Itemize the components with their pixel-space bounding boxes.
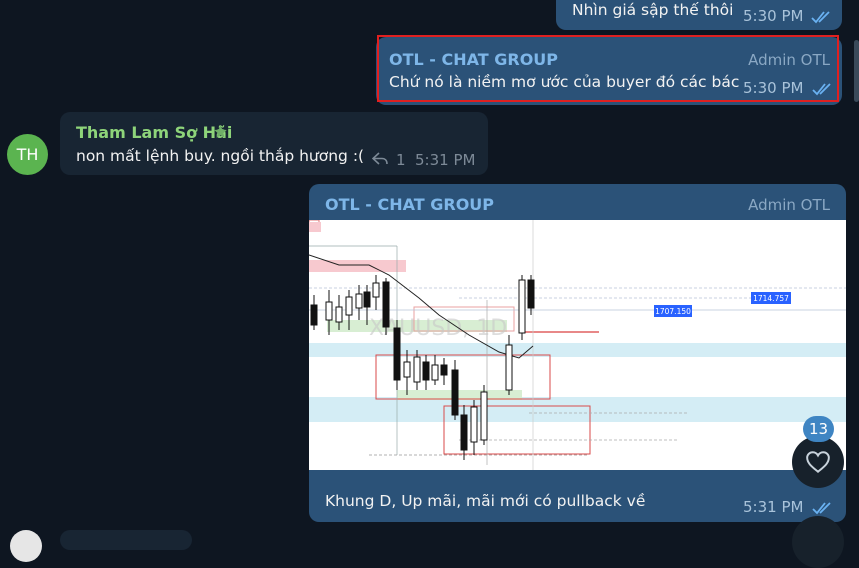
message-time: 5:30 PM (743, 79, 804, 97)
message-text: non mất lệnh buy. ngồi thắp hương :( (76, 147, 365, 165)
avatar-partial[interactable] (10, 530, 42, 562)
chart-watermark: XAUUSD, 1D (369, 316, 507, 341)
unread-count-badge[interactable]: 13 (803, 416, 834, 442)
scrollbar[interactable] (854, 40, 859, 102)
admin-badge: Admin OTL (748, 51, 830, 69)
chart-image[interactable]: XAUUSD, 1D (309, 220, 846, 470)
message-bubble-2[interactable]: OTL - CHAT GROUP Admin OTL Chứ nó là niề… (376, 37, 842, 105)
sender-name[interactable]: OTL - CHAT GROUP (389, 50, 559, 69)
sender-name[interactable]: Tham Lam Sợ Hãi (76, 123, 233, 142)
read-checkmarks-icon (811, 11, 830, 24)
admin-badge: Admin OTL (748, 196, 830, 214)
message-time: 5:31 PM (743, 498, 804, 516)
sender-name[interactable]: OTL - CHAT GROUP (325, 195, 495, 214)
star-icon (214, 125, 227, 138)
reactions-button[interactable] (792, 436, 844, 488)
candlestick-chart-screenshot: XAUUSD, 1D (309, 220, 846, 470)
scroll-down-button[interactable] (792, 516, 844, 568)
message-time: 5:31 PM (415, 151, 476, 169)
message-bubble-partial[interactable] (60, 530, 192, 550)
heart-icon (806, 451, 830, 474)
reply-arrow-icon[interactable] (372, 152, 388, 166)
message-bubble-4[interactable]: OTL - CHAT GROUP Admin OTL XAUUSD, 1 (309, 184, 846, 522)
highlight-frame (377, 35, 839, 102)
unread-count: 13 (808, 420, 829, 438)
message-time: 5:30 PM (743, 7, 804, 25)
price-tag-2: 1714.757 (753, 294, 789, 303)
read-checkmarks-icon (812, 83, 831, 96)
read-checkmarks-icon (812, 502, 831, 515)
avatar[interactable]: TH (7, 134, 48, 175)
message-bubble-3[interactable]: Tham Lam Sợ Hãi non mất lệnh buy. ngồi t… (60, 112, 488, 175)
price-tag-1: 1707.150 (655, 307, 691, 316)
message-bubble-1[interactable]: Nhìn giá sập thế thôi 5:30 PM (556, 0, 842, 30)
avatar-initials: TH (16, 145, 39, 164)
reply-count[interactable]: 1 (396, 151, 406, 169)
message-caption: Khung D, Up mãi, mãi mới có pullback về (325, 492, 646, 510)
message-text: Nhìn giá sập thế thôi (572, 1, 734, 19)
message-text: Chứ nó là niềm mơ ước của buyer đó các b… (389, 73, 740, 91)
